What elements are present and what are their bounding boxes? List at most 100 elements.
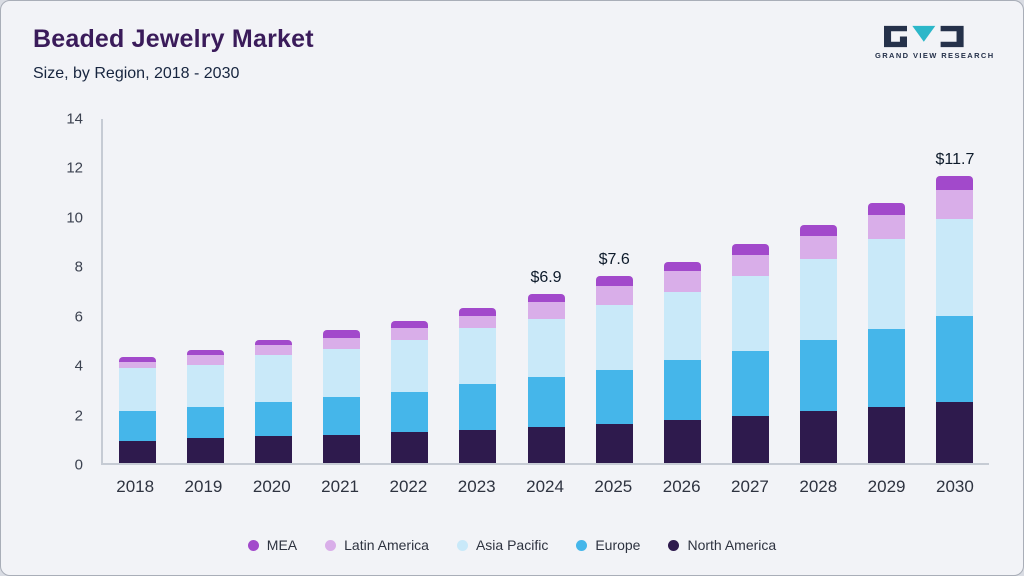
legend-label: North America xyxy=(687,537,777,553)
segment-latin-america xyxy=(254,345,292,355)
bar-2026 xyxy=(648,119,716,463)
gvr-logo-icon xyxy=(884,25,964,48)
segment-north-america xyxy=(391,432,429,463)
segment-asia-pacific xyxy=(800,259,838,341)
segment-asia-pacific xyxy=(868,239,906,330)
segment-latin-america xyxy=(186,354,224,365)
segment-latin-america xyxy=(323,337,361,349)
segment-europe xyxy=(391,391,429,433)
logo-text: GRAND VIEW RESEARCH xyxy=(875,51,995,60)
header: Beaded Jewelry Market Size, by Region, 2… xyxy=(33,25,995,83)
bar-2028 xyxy=(785,119,853,463)
bar-2022 xyxy=(376,119,444,463)
x-tick-2023: 2023 xyxy=(457,477,496,496)
legend-item-latin-america: Latin America xyxy=(325,537,429,553)
bar-2030: $11.7 xyxy=(921,119,989,463)
segment-asia-pacific xyxy=(391,340,429,392)
bar-2029 xyxy=(853,119,921,463)
bar-2025: $7.6 xyxy=(580,119,648,463)
segment-asia-pacific xyxy=(254,354,292,402)
chart-title: Beaded Jewelry Market xyxy=(33,25,314,53)
segment-asia-pacific xyxy=(118,368,156,412)
segment-latin-america xyxy=(459,315,497,328)
bar-2018 xyxy=(103,119,171,463)
segment-europe xyxy=(527,377,565,428)
segment-asia-pacific xyxy=(323,348,361,397)
bar-2021 xyxy=(307,119,375,463)
legend-dot-north-america xyxy=(668,539,680,551)
segment-mea xyxy=(527,293,565,303)
x-tick-2020: 2020 xyxy=(252,477,291,496)
segment-asia-pacific xyxy=(663,292,701,360)
segment-north-america xyxy=(459,429,497,463)
legend-dot-asia-pacific xyxy=(456,539,468,551)
y-tick-8: 8 xyxy=(74,258,83,276)
x-tick-2027: 2027 xyxy=(731,477,769,496)
segment-mea xyxy=(391,320,429,328)
segment-north-america xyxy=(254,435,292,463)
segment-latin-america xyxy=(527,302,565,320)
segment-asia-pacific xyxy=(459,327,497,385)
y-tick-12: 12 xyxy=(66,159,83,177)
segment-mea xyxy=(186,350,224,355)
legend-label: Asia Pacific xyxy=(475,537,549,553)
legend-dot-mea xyxy=(247,539,259,551)
segment-latin-america xyxy=(868,214,906,240)
legend-dot-latin-america xyxy=(325,539,337,551)
legend-item-asia-pacific: Asia Pacific xyxy=(456,537,549,553)
x-tick-2029: 2029 xyxy=(867,477,906,496)
legend: MEA Latin America Asia Pacific Europe North … xyxy=(1,537,1023,553)
legend-label: Europe xyxy=(595,537,641,553)
segment-north-america xyxy=(663,420,701,463)
y-axis-ticks: 0 2 4 6 8 10 12 14 xyxy=(47,111,95,474)
legend-item-mea: MEA xyxy=(247,537,298,553)
x-tick-2019: 2019 xyxy=(184,477,223,496)
bar-2023 xyxy=(444,119,512,463)
segment-europe xyxy=(118,411,156,441)
segment-europe xyxy=(186,406,224,439)
segment-mea xyxy=(254,340,292,346)
segment-north-america xyxy=(323,434,361,463)
stacked-bar-plot: $6.9 $7.6 $11.7 xyxy=(101,119,989,465)
x-tick-2018: 2018 xyxy=(116,477,155,496)
bar-value-label-2025: $7.6 xyxy=(598,251,630,269)
bar-2024: $6.9 xyxy=(512,119,580,463)
segment-north-america xyxy=(731,416,769,463)
bar-2027 xyxy=(716,119,784,463)
bar-2020 xyxy=(239,119,307,463)
segment-latin-america xyxy=(595,286,633,305)
segment-europe xyxy=(254,401,292,436)
segment-latin-america xyxy=(391,327,429,341)
chart-subtitle: Size, by Region, 2018 - 2030 xyxy=(33,65,240,82)
x-tick-2030: 2030 xyxy=(935,477,974,496)
segment-latin-america xyxy=(800,235,838,260)
segment-latin-america xyxy=(118,362,156,369)
bar-value-label-2024: $6.9 xyxy=(530,268,562,286)
legend-label: MEA xyxy=(266,537,298,553)
segment-mea xyxy=(936,175,974,191)
legend-label: Latin America xyxy=(344,537,429,553)
segment-europe xyxy=(323,396,361,435)
x-tick-2024: 2024 xyxy=(526,477,564,496)
segment-asia-pacific xyxy=(186,364,224,407)
segment-north-america xyxy=(186,438,224,463)
segment-north-america xyxy=(800,411,838,463)
segment-mea xyxy=(595,276,633,287)
segment-europe xyxy=(800,340,838,412)
segment-mea xyxy=(731,244,769,256)
segment-north-america xyxy=(118,440,156,463)
bar-2019 xyxy=(171,119,239,463)
y-tick-4: 4 xyxy=(74,357,83,375)
x-tick-2025: 2025 xyxy=(594,477,633,496)
segment-latin-america xyxy=(731,255,769,277)
segment-latin-america xyxy=(663,271,701,293)
segment-north-america xyxy=(868,406,906,463)
segment-mea xyxy=(459,308,497,316)
segment-mea xyxy=(800,224,838,236)
y-tick-6: 6 xyxy=(74,308,83,326)
segment-mea xyxy=(118,357,156,363)
x-axis-labels: 2018 2019 2020 2021 2022 2023 2024 2025 2026 2027… xyxy=(101,465,989,497)
y-tick-2: 2 xyxy=(74,407,83,425)
segment-europe xyxy=(731,351,769,417)
